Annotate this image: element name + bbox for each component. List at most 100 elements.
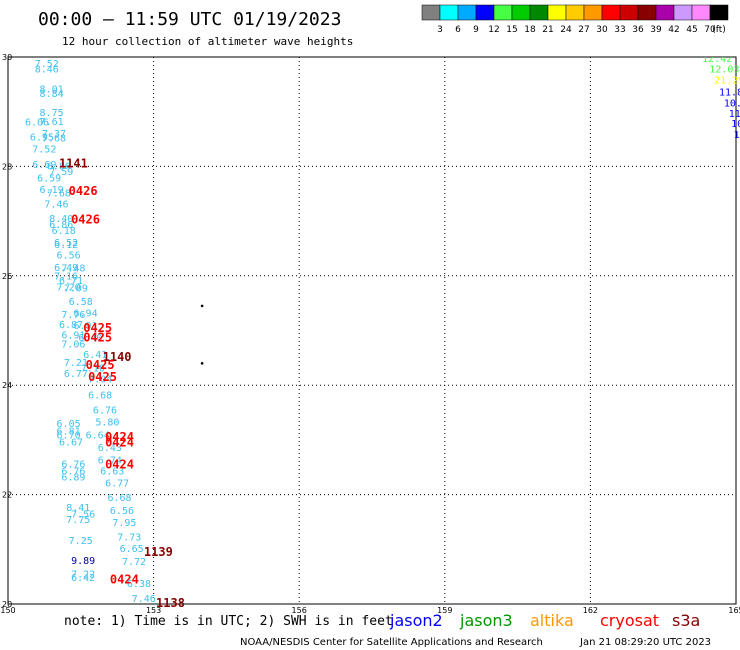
satellite-legend: jason2 jason3 altika cryosat s3a [389, 611, 700, 630]
wave-height-label: 8.01 [40, 85, 64, 96]
wave-height-label: 6.76 [61, 467, 85, 478]
satellite-legend-jason2: jason2 [389, 611, 443, 630]
wave-height-label: 7.37 [42, 129, 66, 140]
colorbar-label: 21 [542, 25, 553, 35]
x-tick-label: 159 [437, 606, 452, 615]
colorbar-swatch [475, 4, 495, 21]
wave-height-label: 7.61 [40, 117, 64, 128]
colorbar-label: 9 [473, 25, 479, 35]
wave-height-label: 7.52 [32, 144, 56, 155]
y-tick-label: 20 [2, 600, 12, 609]
colorbar-swatch [421, 4, 441, 21]
wave-height-label: 10 [731, 119, 740, 130]
wave-height-label: 6.76 [93, 405, 117, 416]
colorbar-swatch [583, 4, 603, 21]
colorbar-swatch [439, 4, 459, 21]
wave-height-label: 6.59 [37, 173, 61, 184]
colorbar-label: 70 [704, 25, 716, 35]
colorbar-label: 18 [524, 25, 536, 35]
wave-height-label: 7.06 [61, 340, 85, 351]
colorbar-label: 36 [632, 25, 644, 35]
y-tick-label: 26 [2, 272, 12, 281]
wave-height-label: 6.68 [107, 493, 131, 504]
wave-height-label: 6.70 [57, 430, 81, 441]
wave-height-label: 8.75 [40, 108, 64, 119]
x-tick-label: 162 [583, 606, 598, 615]
satellite-legend-s3a: s3a [672, 611, 700, 630]
wave-height-label: 7.68 [47, 189, 71, 200]
pass-time-label: 0424 [105, 430, 134, 444]
wave-height-label: 7.52 [35, 59, 59, 70]
colorbar-label: 39 [650, 25, 662, 35]
wave-height-label: 7.22 [71, 569, 95, 580]
colorbar-swatch [511, 4, 531, 21]
wave-height-label: 6.86 [47, 161, 71, 172]
colorbar-swatch [691, 4, 711, 21]
wave-height-label: 6.94 [74, 308, 98, 319]
wave-height-label: 7.16 [54, 271, 78, 282]
wave-height-label: 7.76 [61, 310, 85, 321]
wave-height-label: 8.46 [35, 64, 59, 75]
credit-text: NOAA/NESDIS Center for Satellite Applica… [240, 637, 543, 648]
colorbar-legend: 3 6 9 12 15 18 21 24 27 30 33 36 39 42 45 70(ft) [421, 4, 729, 35]
wave-height-label: 7.46 [132, 594, 156, 605]
colorbar-label: (ft) [712, 25, 726, 35]
wave-height-label: 6.71 [59, 276, 83, 287]
pass-time-label: 0424 [105, 436, 134, 450]
satellite-legend-altika: altika [530, 611, 574, 630]
wave-height-label: 12.42 [702, 54, 732, 65]
pass-time-label: 0426 [69, 184, 98, 198]
wave-height-label: 7.95 [112, 518, 136, 529]
note-text: note: 1) Time is in UTC; 2) SWH is in fe… [64, 614, 393, 629]
wave-height-label: 7.56 [71, 510, 95, 521]
pass-time-label: 1141 [59, 157, 88, 171]
timestamp-text: Jan 21 08:29:20 UTC 2023 [579, 637, 711, 648]
colorbar-label: 45 [686, 25, 697, 35]
wave-height-label: 6.91 [74, 321, 98, 332]
data-labels: 7.528.468.018.848.756.067.617.376.957.68… [25, 54, 740, 610]
colorbar-label: 30 [596, 25, 608, 35]
pass-time-label: 1138 [156, 596, 185, 610]
x-tick-label: 165 [728, 606, 740, 615]
wave-height-label: 6.43 [98, 443, 122, 454]
colorbar-label: 24 [560, 25, 572, 35]
wave-height-label: 21.29 [714, 75, 740, 86]
wave-height-label: 7.48 [61, 264, 85, 275]
wave-height-label: 11.0 [729, 109, 740, 120]
wave-height-label: 7.46 [44, 200, 68, 211]
colorbar-label: 33 [614, 25, 625, 35]
wave-height-label: 6.69 [32, 160, 56, 171]
wave-height-label: 8.40 [49, 214, 73, 225]
y-tick-label: 24 [2, 381, 12, 390]
wave-height-label: 6.41 [83, 350, 107, 361]
wave-height-label: 7.21 [64, 358, 88, 369]
wave-height-label: 6.95 [30, 132, 54, 143]
chart-subtitle: 12 hour collection of altimeter wave hei… [62, 35, 353, 48]
colorbar-swatch [547, 4, 567, 21]
wave-height-label: 6.86 [49, 220, 73, 231]
wave-height-label: 9.89 [71, 556, 95, 567]
wave-height-label: 6.56 [110, 506, 134, 517]
wave-height-label: 6.56 [57, 250, 81, 261]
wave-height-label: 6.12 [54, 240, 78, 251]
wave-height-label: 6.49 [54, 263, 78, 274]
wave-height-label: 6.65 [120, 544, 144, 555]
observation-dot [200, 362, 204, 365]
wave-height-label: 6.87 [59, 320, 83, 331]
y-tick-label: 22 [2, 491, 12, 500]
pass-time-label: 0425 [88, 370, 117, 384]
colorbar-label: 6 [455, 25, 461, 35]
wave-height-label: 7.68 [42, 133, 66, 144]
pass-time-label: 0424 [110, 572, 139, 586]
colorbar-label: 15 [506, 25, 517, 35]
pass-time-label: 1139 [144, 545, 173, 559]
colorbar-label: 3 [437, 25, 443, 35]
wave-height-label: 6.89 [61, 473, 85, 484]
wave-height-label: 6.91 [61, 330, 85, 341]
colorbar-swatch [457, 4, 477, 21]
x-tick-label: 150 [0, 606, 15, 615]
wave-height-label: 7.04 [88, 375, 112, 386]
wave-height-label: 8.41 [66, 503, 90, 514]
